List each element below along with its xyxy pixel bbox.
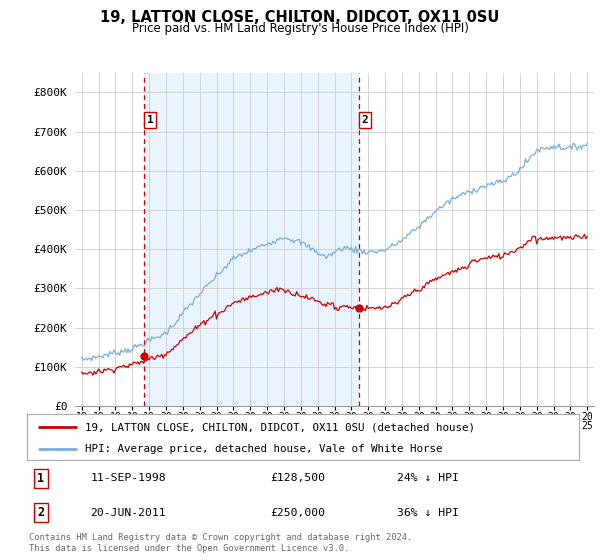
Text: 36% ↓ HPI: 36% ↓ HPI: [397, 508, 459, 517]
Text: Contains HM Land Registry data © Crown copyright and database right 2024.
This d: Contains HM Land Registry data © Crown c…: [29, 533, 412, 553]
Text: Price paid vs. HM Land Registry's House Price Index (HPI): Price paid vs. HM Land Registry's House …: [131, 22, 469, 35]
Text: 1: 1: [146, 115, 154, 125]
Text: £250,000: £250,000: [270, 508, 325, 517]
Text: HPI: Average price, detached house, Vale of White Horse: HPI: Average price, detached house, Vale…: [85, 444, 442, 454]
Text: 2: 2: [362, 115, 368, 125]
Text: 20-JUN-2011: 20-JUN-2011: [91, 508, 166, 517]
Text: 19, LATTON CLOSE, CHILTON, DIDCOT, OX11 0SU: 19, LATTON CLOSE, CHILTON, DIDCOT, OX11 …: [100, 10, 500, 25]
Text: £128,500: £128,500: [270, 473, 325, 483]
Text: 24% ↓ HPI: 24% ↓ HPI: [397, 473, 459, 483]
Text: 19, LATTON CLOSE, CHILTON, DIDCOT, OX11 0SU (detached house): 19, LATTON CLOSE, CHILTON, DIDCOT, OX11 …: [85, 422, 475, 432]
Text: 11-SEP-1998: 11-SEP-1998: [91, 473, 166, 483]
Text: 2: 2: [37, 506, 44, 519]
Bar: [144, 73, 359, 406]
Text: 1: 1: [37, 472, 44, 485]
